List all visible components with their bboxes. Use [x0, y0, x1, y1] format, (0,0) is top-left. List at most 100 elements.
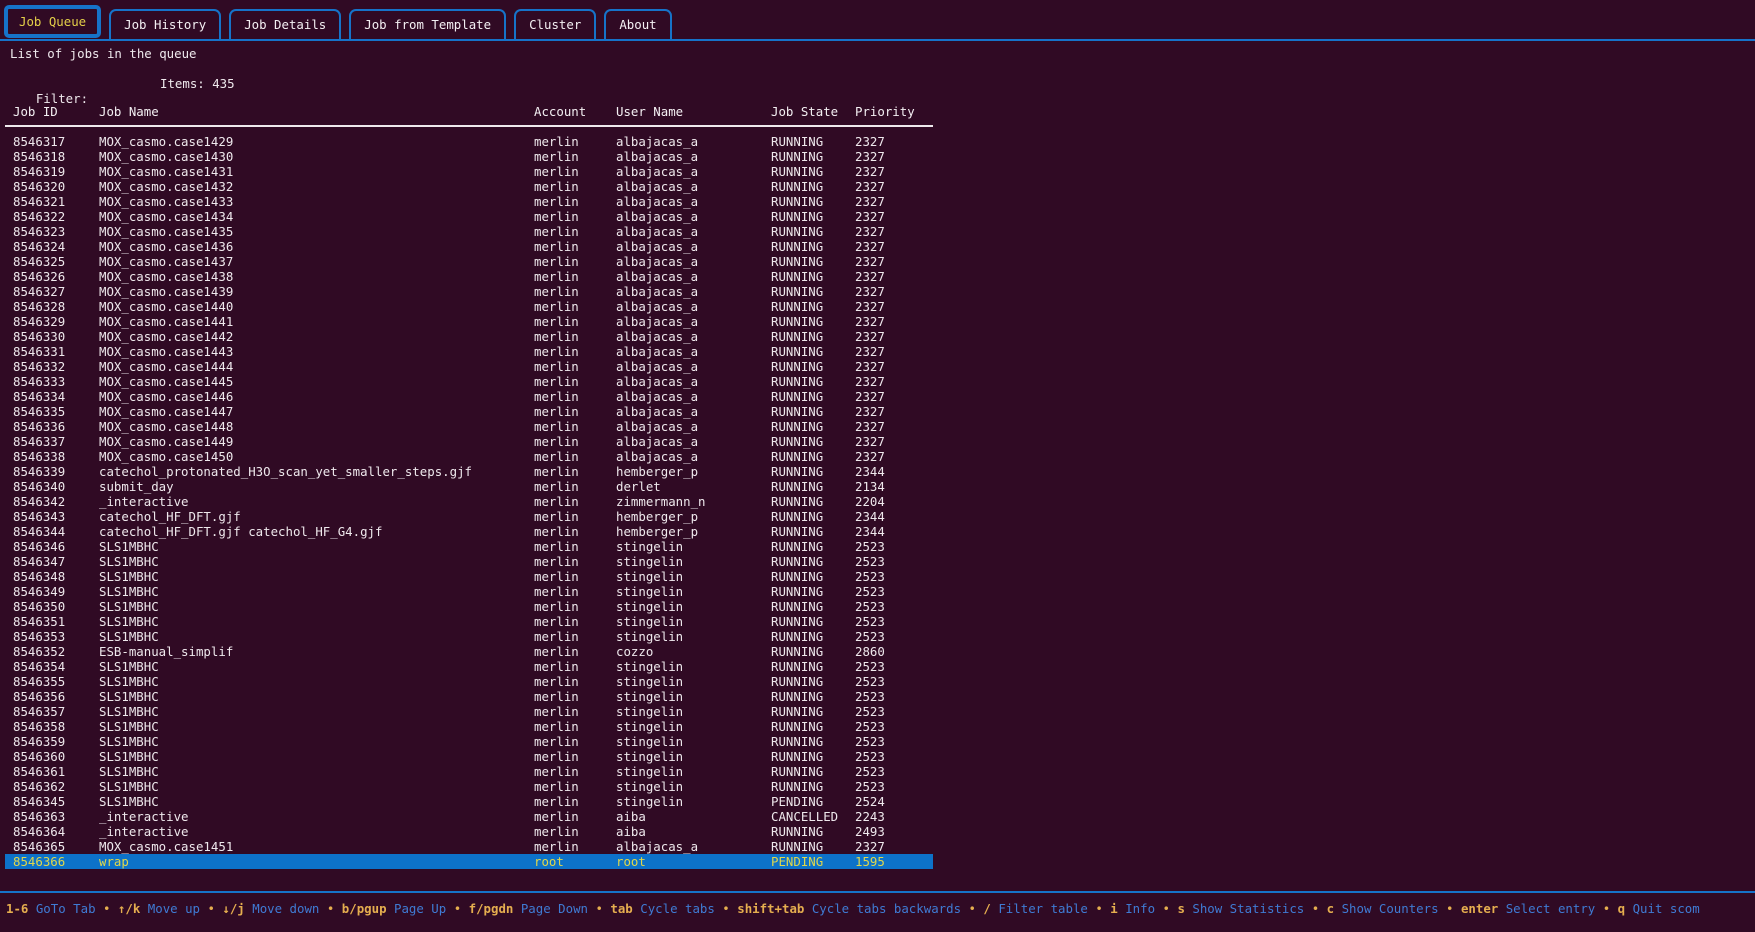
table-row[interactable]: 8546364 _interactive merlin aiba RUNNING 2493	[5, 824, 933, 839]
shortcut-description: Page Up	[386, 901, 447, 916]
tab-job-details[interactable]: Job Details	[229, 9, 342, 39]
table-row[interactable]: 8546330 MOX_casmo.case1442 merlin albajacas…	[5, 329, 933, 344]
table-row[interactable]: 8546335 MOX_casmo.case1447 merlin albajacas…	[5, 404, 933, 419]
table-row[interactable]: 8546340 submit_day merlin derlet RUNNING 2134	[5, 479, 933, 494]
table-cell: SLS1MBHC	[99, 629, 159, 644]
table-row[interactable]: 8546361 SLS1MBHC merlin stingelin RUNNING 252…	[5, 764, 933, 779]
table-row[interactable]: 8546328 MOX_casmo.case1440 merlin albajacas…	[5, 299, 933, 314]
shortcut-key: b/pgup	[341, 901, 387, 916]
table-row[interactable]: 8546338 MOX_casmo.case1450 merlin albajacas…	[5, 449, 933, 464]
table-row[interactable]: 8546353 SLS1MBHC merlin stingelin RUNNING 252…	[5, 629, 933, 644]
table-cell: root	[616, 854, 646, 869]
table-row[interactable]: 8546356 SLS1MBHC merlin stingelin RUNNING 252…	[5, 689, 933, 704]
table-cell: merlin	[534, 389, 579, 404]
table-row[interactable]: 8546321 MOX_casmo.case1433 merlin albajacas…	[5, 194, 933, 209]
table-row[interactable]: 8546358 SLS1MBHC merlin stingelin RUNNING 252…	[5, 719, 933, 734]
table-cell: merlin	[534, 674, 579, 689]
table-cell: 8546334	[13, 389, 66, 404]
table-cell: RUNNING	[771, 299, 824, 314]
table-cell: RUNNING	[771, 269, 824, 284]
table-row[interactable]: 8546317 MOX_casmo.case1429 merlin albajacas…	[5, 134, 933, 149]
table-cell: 8546343	[13, 509, 66, 524]
table-cell: RUNNING	[771, 374, 824, 389]
column-header-user-name: User Name	[616, 104, 684, 119]
table-row[interactable]: 8546363 _interactive merlin aiba CANCELLED 22…	[5, 809, 933, 824]
table-cell: MOX_casmo.case1434	[99, 209, 234, 224]
table-row[interactable]: 8546346 SLS1MBHC merlin stingelin RUNNING 252…	[5, 539, 933, 554]
table-cell: RUNNING	[771, 209, 824, 224]
table-row[interactable]: 8546359 SLS1MBHC merlin stingelin RUNNING 252…	[5, 734, 933, 749]
table-row[interactable]: 8546362 SLS1MBHC merlin stingelin RUNNING 252…	[5, 779, 933, 794]
table-cell: 2327	[855, 434, 885, 449]
table-cell: 8546340	[13, 479, 66, 494]
table-cell: stingelin	[616, 719, 684, 734]
job-queue-table: Job ID Job Name Account User Name Job State P…	[5, 104, 933, 869]
table-row[interactable]: 8546325 MOX_casmo.case1437 merlin albajacas…	[5, 254, 933, 269]
table-cell: albajacas_a	[616, 449, 699, 464]
table-cell: merlin	[534, 239, 579, 254]
table-row[interactable]: 8546339 catechol_protonated_H3O_scan_yet_…	[5, 464, 933, 479]
table-row[interactable]: 8546323 MOX_casmo.case1435 merlin albajacas…	[5, 224, 933, 239]
table-row[interactable]: 8546332 MOX_casmo.case1444 merlin albajacas…	[5, 359, 933, 374]
table-row[interactable]: 8546365 MOX_casmo.case1451 merlin albajacas…	[5, 839, 933, 854]
table-row[interactable]: 8546344 catechol_HF_DFT.gjf catechol_HF_G…	[5, 524, 933, 539]
shortcut-key: f/pgdn	[468, 901, 514, 916]
table-cell: 2327	[855, 179, 885, 194]
table-cell: 8546320	[13, 179, 66, 194]
table-row[interactable]: 8546351 SLS1MBHC merlin stingelin RUNNING 252…	[5, 614, 933, 629]
table-cell: hemberger_p	[616, 464, 699, 479]
table-row[interactable]: 8546329 MOX_casmo.case1441 merlin albajacas…	[5, 314, 933, 329]
table-row[interactable]: 8546326 MOX_casmo.case1438 merlin albajacas…	[5, 269, 933, 284]
header-divider	[5, 125, 933, 127]
table-cell: stingelin	[616, 749, 684, 764]
table-cell: 8546357	[13, 704, 66, 719]
table-row[interactable]: 8546322 MOX_casmo.case1434 merlin albajacas…	[5, 209, 933, 224]
table-row[interactable]: 8546360 SLS1MBHC merlin stingelin RUNNING 252…	[5, 749, 933, 764]
table-cell: RUNNING	[771, 134, 824, 149]
table-row[interactable]: 8546337 MOX_casmo.case1449 merlin albajacas…	[5, 434, 933, 449]
shortcut-description: Move down	[244, 901, 320, 916]
table-cell: 2523	[855, 779, 885, 794]
table-row[interactable]: 8546349 SLS1MBHC merlin stingelin RUNNING 252…	[5, 584, 933, 599]
table-cell: MOX_casmo.case1433	[99, 194, 234, 209]
shortcut-separator: •	[446, 901, 469, 916]
table-cell: 2327	[855, 269, 885, 284]
tab-cluster[interactable]: Cluster	[514, 9, 597, 39]
table-cell: 2344	[855, 524, 885, 539]
shortcut-separator: •	[1155, 901, 1178, 916]
table-row[interactable]: 8546320 MOX_casmo.case1432 merlin albajacas…	[5, 179, 933, 194]
table-row[interactable]: 8546366 wrap root root PENDING 1595	[5, 854, 933, 869]
table-cell: 2523	[855, 539, 885, 554]
table-row[interactable]: 8546342 _interactive merlin zimmermann_n RUN…	[5, 494, 933, 509]
table-row[interactable]: 8546334 MOX_casmo.case1446 merlin albajacas…	[5, 389, 933, 404]
table-row[interactable]: 8546333 MOX_casmo.case1445 merlin albajacas…	[5, 374, 933, 389]
table-row[interactable]: 8546355 SLS1MBHC merlin stingelin RUNNING 252…	[5, 674, 933, 689]
tab-about[interactable]: About	[604, 9, 672, 39]
shortcut-description: Move up	[140, 901, 200, 916]
shortcut-key: ↓/j	[222, 901, 245, 916]
table-row[interactable]: 8546318 MOX_casmo.case1430 merlin albajacas…	[5, 149, 933, 164]
table-cell: 8546351	[13, 614, 66, 629]
table-row[interactable]: 8546357 SLS1MBHC merlin stingelin RUNNING 252…	[5, 704, 933, 719]
table-row[interactable]: 8546324 MOX_casmo.case1436 merlin albajacas…	[5, 239, 933, 254]
table-cell: RUNNING	[771, 734, 824, 749]
table-row[interactable]: 8546345 SLS1MBHC merlin stingelin PENDING 252…	[5, 794, 933, 809]
tab-job-history[interactable]: Job History	[109, 9, 222, 39]
table-cell: RUNNING	[771, 329, 824, 344]
table-row[interactable]: 8546352 ESB-manual_simplif merlin cozzo RUNN…	[5, 644, 933, 659]
tab-job-from-template[interactable]: Job from Template	[349, 9, 507, 39]
table-row[interactable]: 8546347 SLS1MBHC merlin stingelin RUNNING 252…	[5, 554, 933, 569]
table-row[interactable]: 8546319 MOX_casmo.case1431 merlin albajacas…	[5, 164, 933, 179]
table-row[interactable]: 8546354 SLS1MBHC merlin stingelin RUNNING 252…	[5, 659, 933, 674]
tab-job-queue[interactable]: Job Queue	[4, 5, 102, 38]
table-row[interactable]: 8546327 MOX_casmo.case1439 merlin albajacas…	[5, 284, 933, 299]
table-row[interactable]: 8546336 MOX_casmo.case1448 merlin albajacas…	[5, 419, 933, 434]
table-cell: 2523	[855, 614, 885, 629]
table-cell: merlin	[534, 314, 579, 329]
table-cell: 8546329	[13, 314, 66, 329]
table-row[interactable]: 8546350 SLS1MBHC merlin stingelin RUNNING 252…	[5, 599, 933, 614]
table-row[interactable]: 8546348 SLS1MBHC merlin stingelin RUNNING 252…	[5, 569, 933, 584]
table-cell: 2523	[855, 659, 885, 674]
table-row[interactable]: 8546331 MOX_casmo.case1443 merlin albajacas…	[5, 344, 933, 359]
table-row[interactable]: 8546343 catechol_HF_DFT.gjf merlin hemberge…	[5, 509, 933, 524]
